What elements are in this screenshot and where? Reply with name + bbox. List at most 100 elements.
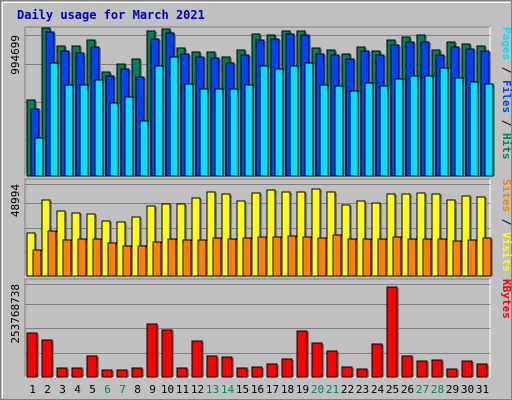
- bar-sites-17: [272, 236, 282, 277]
- x-tick-14: 14: [221, 383, 235, 396]
- bar-pages-5: [94, 79, 104, 177]
- x-tick-7: 7: [119, 383, 126, 396]
- bar-kbytes-7: [116, 369, 128, 378]
- x-tick-22: 22: [341, 383, 354, 396]
- y-tick-label: 48994: [9, 184, 22, 217]
- bar-kbytes-19: [296, 330, 308, 378]
- legend-visits: Visits: [500, 232, 512, 272]
- bar-pages-30: [469, 81, 479, 177]
- x-tick-4: 4: [74, 383, 81, 396]
- bar-pages-31: [484, 83, 494, 177]
- panel-3-legend: KBytes: [500, 279, 512, 319]
- legend-separator: /: [500, 113, 512, 133]
- bar-pages-10: [169, 56, 179, 177]
- bar-visits-17: [266, 189, 276, 277]
- bar-kbytes-1: [26, 332, 38, 378]
- y-tick-label: 253768738: [9, 284, 22, 344]
- bar-kbytes-4: [71, 367, 83, 378]
- bar-pages-27: [424, 75, 434, 177]
- legend-files: Files: [500, 80, 512, 113]
- series-kbytes: [26, 286, 489, 378]
- panel-3: [24, 278, 491, 378]
- bar-sites-12: [197, 239, 207, 277]
- bar-kbytes-23: [356, 368, 368, 378]
- legend-pages: Pages: [500, 27, 512, 60]
- x-tick-13: 13: [206, 383, 219, 396]
- bar-kbytes-31: [476, 363, 488, 378]
- legend-separator: /: [500, 212, 512, 232]
- bar-kbytes-27: [416, 360, 428, 378]
- bar-pages-16: [259, 65, 269, 177]
- bar-visits-12: [191, 197, 201, 277]
- x-tick-20: 20: [311, 383, 324, 396]
- bar-sites-18: [287, 235, 297, 277]
- bar-visits-26: [401, 193, 411, 277]
- bar-kbytes-25: [386, 286, 398, 378]
- bar-kbytes-8: [131, 367, 143, 378]
- x-tick-11: 11: [176, 383, 189, 396]
- bar-pages-1: [34, 137, 44, 177]
- bar-kbytes-15: [236, 367, 248, 378]
- bar-kbytes-12: [191, 340, 203, 378]
- x-tick-9: 9: [149, 383, 156, 396]
- y-tick-label: 994699: [9, 35, 22, 75]
- bar-sites-30: [467, 239, 477, 277]
- bar-kbytes-11: [176, 367, 188, 378]
- bar-sites-1: [32, 249, 42, 277]
- bar-pages-15: [244, 84, 254, 177]
- bar-pages-23: [364, 82, 374, 177]
- bar-visits-27: [416, 192, 426, 277]
- x-tick-labels: 1 2 3 4 5 6 7 8 9 10 11 12 13 14 15 16 17 18 19 20 21 22 23 24 2…: [29, 383, 489, 396]
- bar-pages-29: [454, 77, 464, 177]
- bar-sites-9: [152, 241, 162, 277]
- bar-kbytes-20: [311, 342, 323, 378]
- bar-pages-2: [49, 62, 59, 177]
- bar-visits-9: [146, 205, 156, 277]
- legend-separator: /: [500, 60, 512, 80]
- bar-pages-28: [439, 67, 449, 177]
- bar-sites-22: [347, 238, 357, 277]
- bar-pages-11: [184, 83, 194, 177]
- bar-pages-26: [409, 75, 419, 177]
- bar-visits-29: [446, 199, 456, 277]
- bar-visits-25: [386, 193, 396, 277]
- bar-pages-9: [154, 65, 164, 177]
- bar-kbytes-5: [86, 355, 98, 378]
- x-tick-28: 28: [431, 383, 444, 396]
- x-tick-23: 23: [356, 383, 369, 396]
- bar-pages-22: [349, 90, 359, 177]
- x-tick-27: 27: [416, 383, 429, 396]
- bar-kbytes-13: [206, 355, 218, 378]
- panel-1-legend: Pages / Files / Hits: [500, 27, 512, 160]
- bar-sites-10: [167, 238, 177, 277]
- bar-visits-14: [221, 193, 231, 277]
- x-tick-12: 12: [191, 383, 204, 396]
- bar-visits-19: [296, 191, 306, 277]
- bar-sites-27: [422, 238, 432, 277]
- chart-title: Daily usage for March 2021: [17, 8, 205, 22]
- bar-sites-5: [92, 238, 102, 277]
- bar-pages-14: [229, 88, 239, 177]
- bar-sites-24: [377, 238, 387, 277]
- bar-kbytes-9: [146, 323, 158, 378]
- x-tick-1: 1: [29, 383, 36, 396]
- bar-kbytes-10: [161, 329, 173, 378]
- x-tick-18: 18: [281, 383, 294, 396]
- bar-pages-12: [199, 88, 209, 177]
- x-tick-10: 10: [161, 383, 174, 396]
- bar-visits-31: [476, 196, 486, 277]
- bar-pages-25: [394, 78, 404, 177]
- bar-sites-28: [437, 238, 447, 277]
- bar-pages-24: [379, 85, 389, 177]
- panel-2: [24, 178, 493, 277]
- bar-kbytes-17: [266, 363, 278, 378]
- legend-sites: Sites: [500, 179, 512, 212]
- x-tick-29: 29: [446, 383, 459, 396]
- bar-sites-31: [482, 237, 492, 277]
- x-tick-24: 24: [371, 383, 385, 396]
- panel-1: [24, 26, 495, 177]
- bar-sites-25: [392, 236, 402, 277]
- bar-sites-3: [62, 239, 72, 277]
- bar-pages-7: [124, 96, 134, 177]
- bar-sites-16: [257, 236, 267, 277]
